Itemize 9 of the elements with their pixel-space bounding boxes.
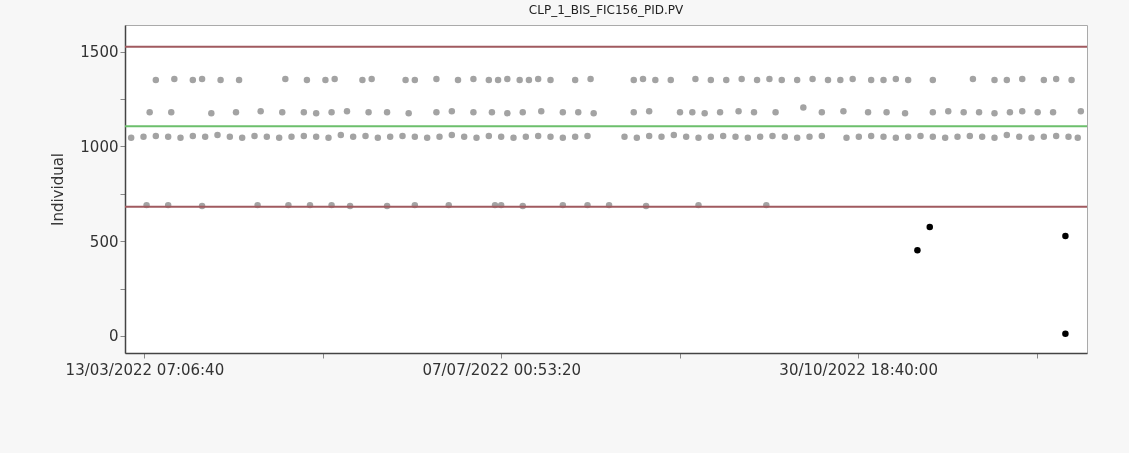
y-tick-label: 1000 [80, 137, 119, 156]
y-axis-title: Individual [49, 152, 68, 227]
x-tick-label: 30/10/2022 18:40:00 [779, 360, 938, 379]
y-tick-label: 0 [108, 327, 119, 346]
y-tick-label: 500 [89, 232, 119, 251]
y-tick-label: 1500 [80, 43, 119, 62]
x-tick-label: 07/07/2022 00:53:20 [422, 360, 582, 379]
chart-title: CLP_1_BIS_FIC156_PID.PV [528, 3, 684, 17]
x-tick-label: 13/03/2022 07:06:40 [65, 360, 225, 379]
